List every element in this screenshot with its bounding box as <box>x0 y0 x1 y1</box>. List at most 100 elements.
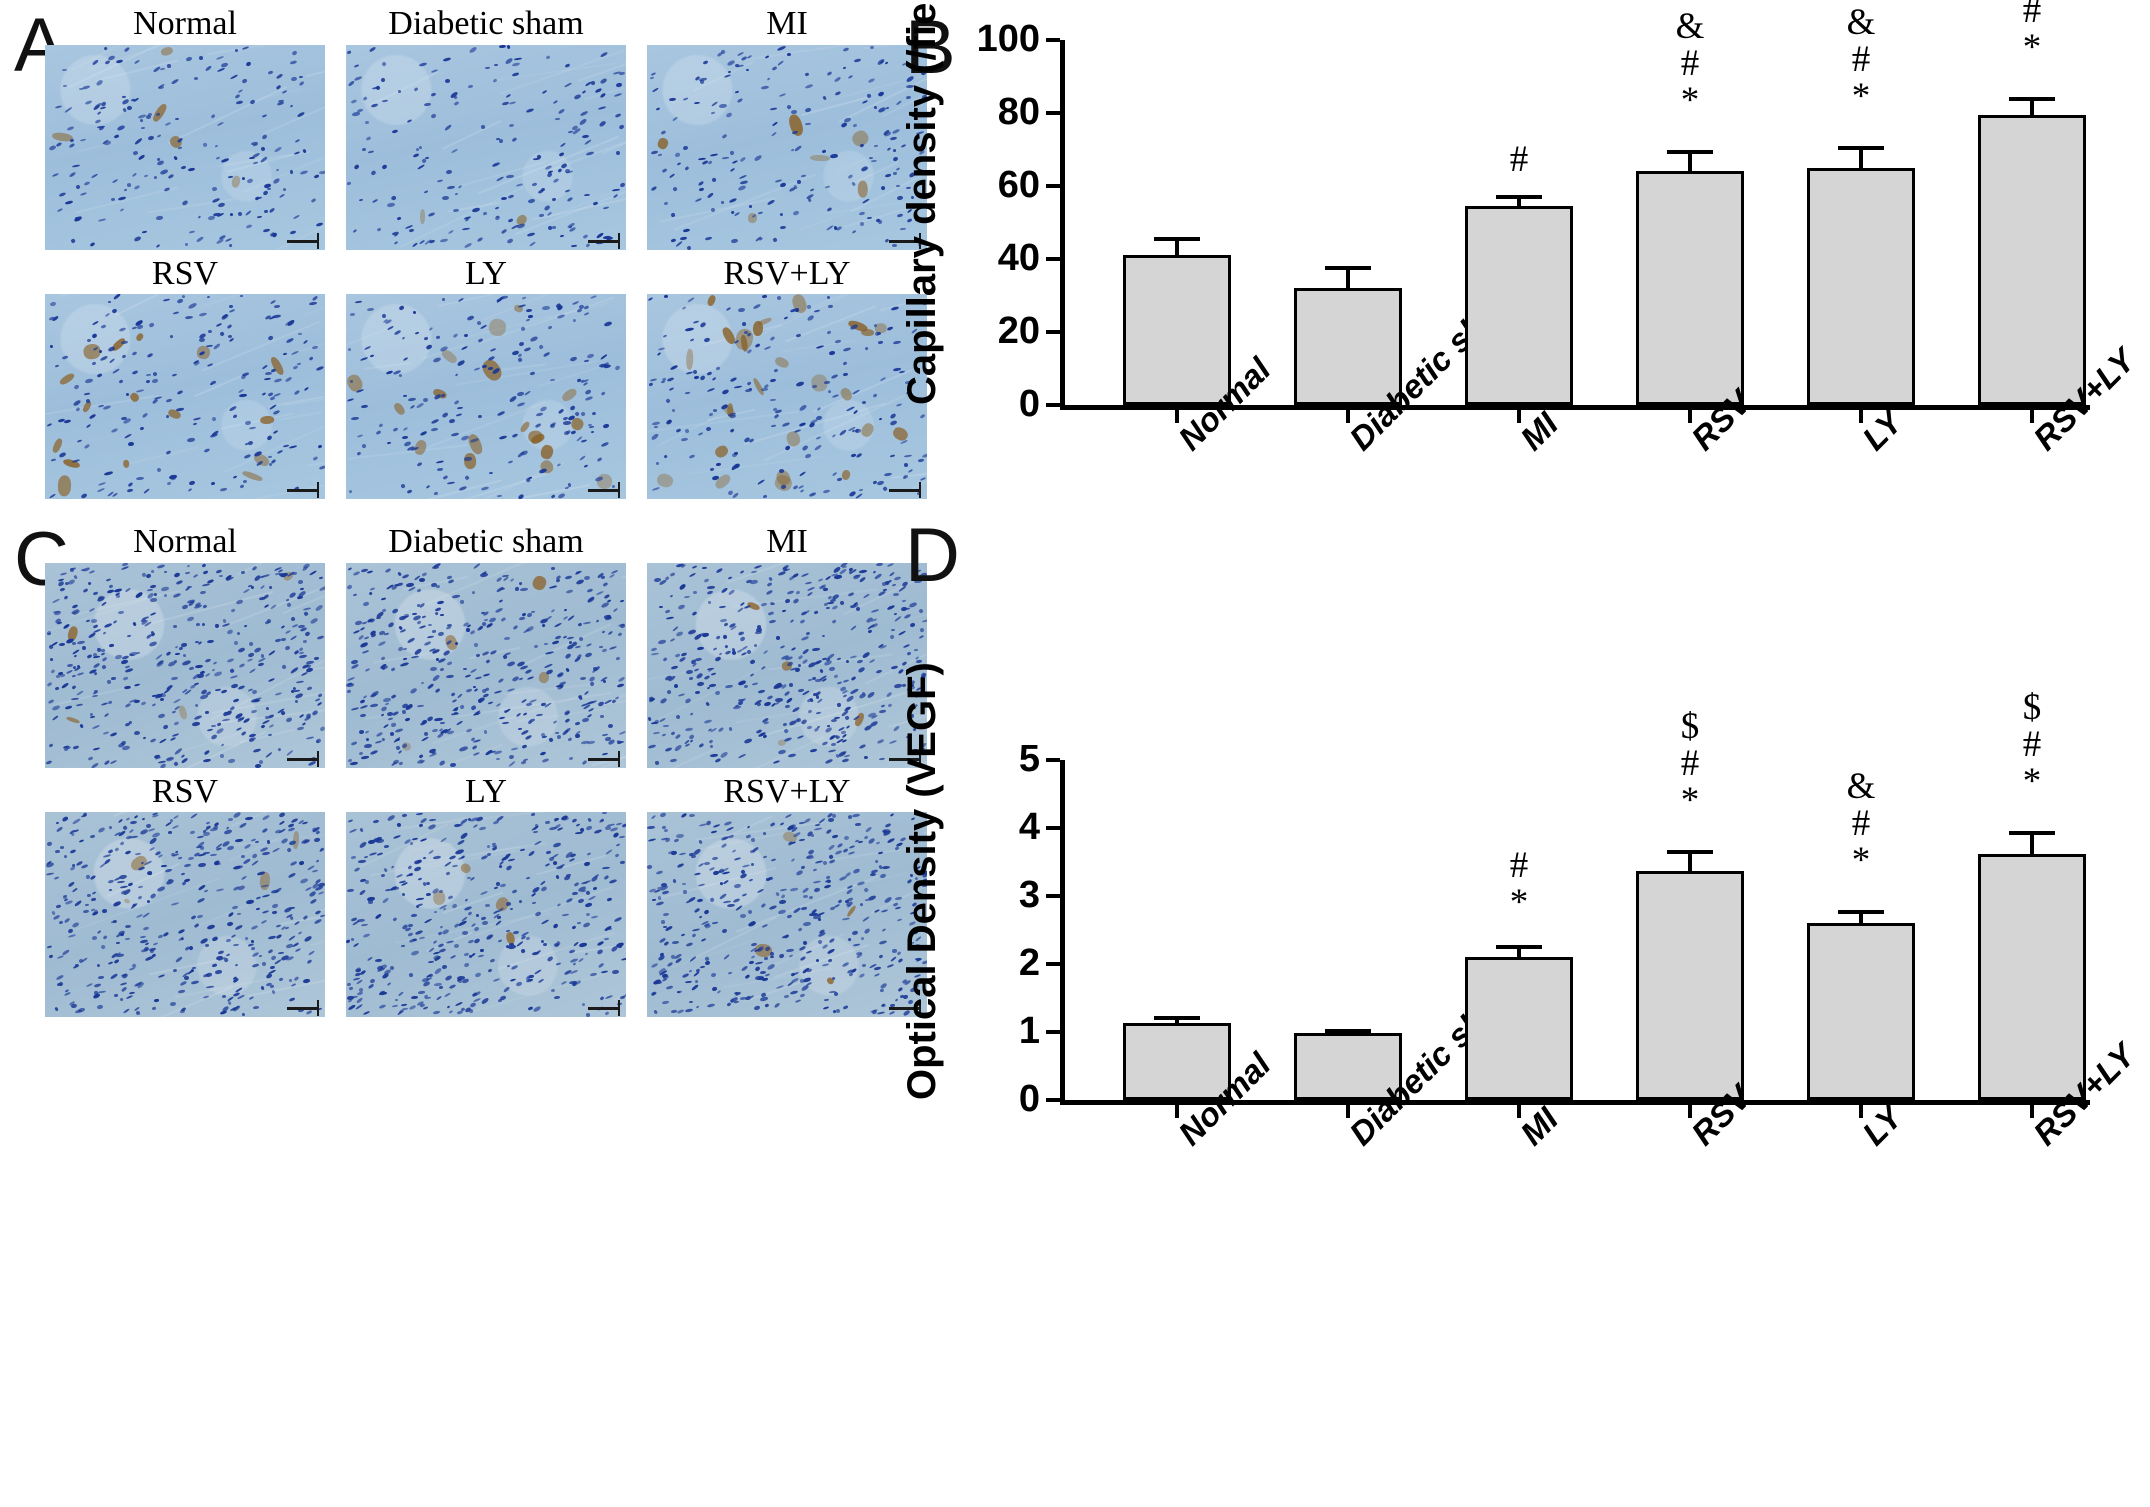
x-axis-tick <box>1859 1105 1863 1118</box>
micrograph-cell: RSV <box>45 772 325 1018</box>
nuclei-layer <box>346 44 626 250</box>
significance-marker: $ # * <box>1680 706 1700 822</box>
x-axis-tick-label: LY <box>1855 1097 1910 1153</box>
y-axis-title: Optical Density (VEGF) <box>900 662 944 1100</box>
y-axis-tick-label: 2 <box>1018 942 1040 984</box>
micrograph-image <box>45 812 325 1018</box>
y-axis-tick-label: 0 <box>1018 383 1040 425</box>
panel-c-micrograph-grid: Normal Diabetic sham MI RSV LY RSV+LY <box>45 523 927 1018</box>
significance-marker: # * <box>1509 844 1529 923</box>
scale-bar <box>588 232 620 249</box>
micrograph-image <box>45 294 325 500</box>
panel-letter-b: B <box>905 5 956 90</box>
micrograph-title: RSV+LY <box>723 254 851 292</box>
nuclei-layer <box>647 562 927 768</box>
bar-rsv-ly <box>1978 853 2086 1100</box>
micrograph-cell: RSV+LY <box>647 254 927 500</box>
micrograph-cell: Diabetic sham <box>346 524 626 768</box>
x-axis-tick <box>1175 410 1179 423</box>
significance-marker: & # * <box>1675 5 1705 121</box>
error-bar <box>2002 96 2062 115</box>
error-bar <box>1318 1029 1378 1034</box>
scale-bar <box>287 750 319 767</box>
micrograph-title: RSV <box>151 772 219 810</box>
y-axis-tick-label: 1 <box>1018 1010 1040 1052</box>
micrograph-image <box>647 44 927 250</box>
x-axis-tick <box>1688 410 1692 423</box>
micrograph-image <box>647 294 927 500</box>
error-bar <box>1147 237 1207 256</box>
y-axis-tick-label: 40 <box>997 237 1040 279</box>
y-axis-tick <box>1046 826 1060 830</box>
nuclei-layer <box>45 294 325 500</box>
scale-bar <box>889 1000 921 1017</box>
y-axis-tick-label: 3 <box>1018 874 1040 916</box>
micrograph-image <box>346 812 626 1018</box>
micrograph-image <box>346 294 626 500</box>
nuclei-layer <box>45 562 325 768</box>
y-axis-tick <box>1046 38 1060 42</box>
y-axis-tick <box>1046 962 1060 966</box>
nuclei-layer <box>647 812 927 1017</box>
y-axis-tick <box>1046 758 1060 762</box>
y-axis-tick <box>1046 330 1060 334</box>
x-axis-tick <box>1517 1105 1521 1118</box>
y-axis-tick-label: 100 <box>976 18 1040 60</box>
scale-bar <box>588 750 620 767</box>
bar-mi <box>1465 957 1573 1100</box>
micrograph-title: RSV <box>151 254 219 292</box>
nuclei-layer <box>346 294 626 500</box>
micrograph-image <box>647 562 927 768</box>
micrograph-image <box>45 44 325 250</box>
bar-ly <box>1807 167 1915 405</box>
y-axis-tick <box>1046 894 1060 898</box>
nuclei-layer <box>647 294 927 500</box>
micrograph-cell: MI <box>647 6 927 250</box>
error-bar <box>1660 149 1720 172</box>
scale-bar <box>287 232 319 249</box>
error-bar <box>1489 944 1549 958</box>
y-axis-line <box>1060 760 1065 1100</box>
bar-rsv <box>1636 171 1744 405</box>
micrograph-image <box>647 812 927 1018</box>
micrograph-title: Normal <box>133 523 237 560</box>
error-bar <box>2002 831 2062 854</box>
x-axis-tick <box>2030 410 2034 423</box>
bar-normal <box>1123 1023 1231 1100</box>
micrograph-image <box>45 562 325 768</box>
bar-rsv-ly <box>1978 114 2086 405</box>
y-axis-line <box>1060 40 1065 405</box>
micrograph-title: LY <box>465 772 507 810</box>
micrograph-title: MI <box>766 523 808 560</box>
x-axis-tick <box>2030 1105 2034 1118</box>
significance-marker: $ # * <box>2022 687 2042 803</box>
scale-bar <box>287 1000 319 1017</box>
scale-bar <box>287 482 319 499</box>
nuclei-layer <box>346 812 626 1017</box>
y-axis-tick <box>1046 184 1060 188</box>
micrograph-title: MI <box>766 5 808 42</box>
x-axis-tick <box>1346 410 1350 423</box>
error-bar <box>1660 850 1720 871</box>
scale-bar <box>889 750 921 767</box>
error-bar <box>1318 266 1378 289</box>
y-axis-title: Capillary density (/field) <box>900 0 944 405</box>
significance-marker: $ # * <box>2022 0 2042 68</box>
y-axis-tick <box>1046 403 1060 407</box>
micrograph-cell: RSV+LY <box>647 772 927 1018</box>
x-axis-tick <box>1688 1105 1692 1118</box>
x-axis-tick <box>1859 410 1863 423</box>
micrograph-cell: Normal <box>45 6 325 250</box>
micrograph-title: Normal <box>133 5 237 42</box>
y-axis-tick-label: 4 <box>1018 806 1040 848</box>
bar-rsv <box>1636 870 1744 1100</box>
x-axis-line <box>1060 1100 2090 1105</box>
y-axis-tick-label: 0 <box>1018 1078 1040 1120</box>
micrograph-cell: Diabetic sham <box>346 6 626 250</box>
micrograph-title: RSV+LY <box>723 772 851 810</box>
x-axis-line <box>1060 405 2090 410</box>
scale-bar <box>588 482 620 499</box>
scale-bar <box>889 232 921 249</box>
significance-marker: # <box>1509 139 1529 181</box>
scale-bar <box>889 482 921 499</box>
